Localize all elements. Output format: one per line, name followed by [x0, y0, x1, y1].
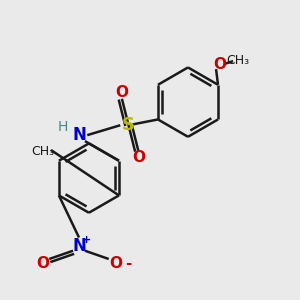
- Text: H: H: [58, 120, 68, 134]
- Text: +: +: [82, 235, 91, 245]
- Text: -: -: [125, 256, 131, 272]
- Text: O: O: [132, 150, 145, 165]
- Text: O: O: [116, 85, 128, 100]
- Text: O: O: [36, 256, 49, 272]
- Text: CH₃: CH₃: [31, 145, 54, 158]
- Text: N: N: [72, 126, 86, 144]
- Text: CH₃: CH₃: [226, 54, 250, 67]
- Text: O: O: [213, 57, 226, 72]
- Text: S: S: [122, 116, 135, 134]
- Text: N: N: [72, 237, 86, 255]
- Text: O: O: [109, 256, 122, 272]
